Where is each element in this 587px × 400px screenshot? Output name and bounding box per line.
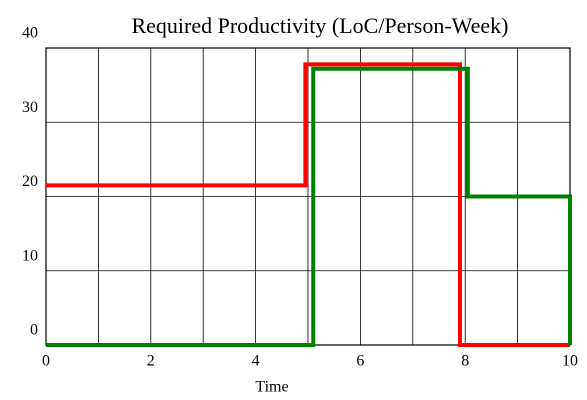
series-line <box>46 66 572 347</box>
chart-title: Required Productivity (LoC/Person-Week) <box>131 13 508 38</box>
x-axis-label: Time <box>255 379 288 396</box>
y-tick-label: 20 <box>22 173 38 190</box>
y-tick-label: 10 <box>22 247 38 264</box>
y-tick-label: 40 <box>22 25 38 42</box>
x-tick-label: 4 <box>252 353 260 370</box>
x-tick-label: 6 <box>356 353 364 370</box>
x-tick-label: 10 <box>562 353 578 370</box>
series-line <box>46 62 570 347</box>
x-tick-label: 0 <box>42 353 50 370</box>
x-tick-label: 8 <box>461 353 469 370</box>
y-tick-label: 0 <box>30 322 38 339</box>
x-tick-label: 2 <box>147 353 155 370</box>
y-tick-label: 30 <box>22 99 38 116</box>
